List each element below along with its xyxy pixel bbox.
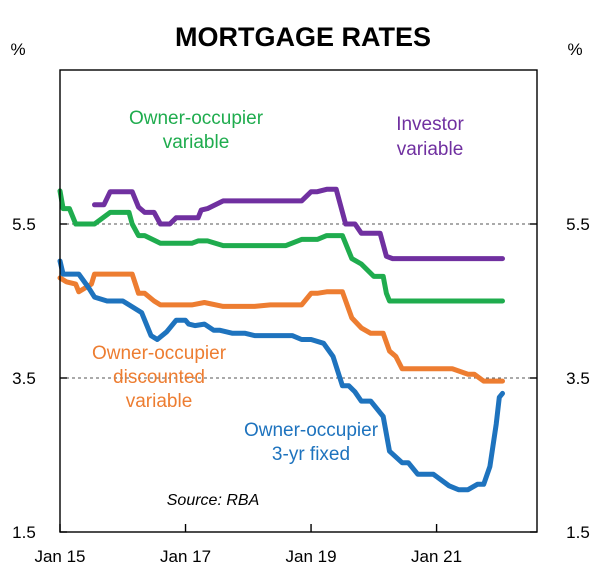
axes: 1.5 1.5 3.5 3.5 5.5 5.5 Jan 15 Jan 17 Jan 19 Jan …: [12, 215, 590, 566]
series-label-owner-occupier-discounted-variable: variable: [126, 391, 193, 412]
series-line-owner-occupier-variable: [57, 188, 505, 304]
series-line-owner-occupier-3-yr-fixed: [57, 258, 505, 493]
series-label-investor-variable: Investor: [396, 114, 464, 135]
chart-title: MORTGAGE RATES: [175, 22, 431, 52]
series-lines: [57, 186, 505, 493]
series-label-owner-occupier-variable: Owner-occupier: [129, 108, 264, 129]
right-unit-label: %: [567, 40, 582, 59]
gridlines: [60, 223, 537, 379]
y-tick-label-left: 1.5: [12, 523, 36, 542]
x-tick-label: Jan 21: [411, 547, 462, 566]
source-note: Source: RBA: [167, 492, 259, 509]
left-unit-label: %: [10, 40, 25, 59]
series-labels: Investor variable Owner-occupier variable Ow…: [92, 108, 465, 465]
series-label-owner-occupier-3-yr-fixed: Owner-occupier: [244, 420, 379, 441]
series-label-investor-variable: variable: [397, 139, 464, 160]
x-tick-label: Jan 15: [34, 547, 85, 566]
series-label-owner-occupier-discounted-variable: discounted: [113, 367, 205, 388]
x-tick-label: Jan 19: [286, 547, 337, 566]
y-tick-label-right: 5.5: [566, 215, 590, 234]
series-label-owner-occupier-3-yr-fixed: 3-yr fixed: [272, 444, 350, 465]
series-line-owner-occupier-discounted-variable: [57, 271, 505, 384]
series-label-owner-occupier-discounted-variable: Owner-occupier: [92, 343, 227, 364]
y-tick-label-left: 5.5: [12, 215, 36, 234]
x-tick-label: Jan 17: [160, 547, 211, 566]
y-tick-label-right: 3.5: [566, 369, 590, 388]
plot-frame: [59, 69, 538, 533]
y-tick-label-left: 3.5: [12, 369, 36, 388]
series-label-owner-occupier-variable: variable: [163, 132, 230, 153]
series-line-investor-variable: [92, 186, 505, 262]
y-tick-label-right: 1.5: [566, 523, 590, 542]
